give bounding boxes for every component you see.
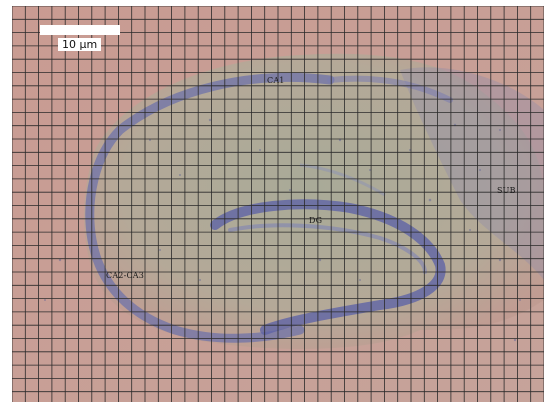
scale-bar-label: 10 µm xyxy=(58,38,102,51)
counting-grid xyxy=(12,6,544,402)
scale-bar: 10 µm xyxy=(40,25,120,53)
region-label-sub: SUB xyxy=(497,186,516,195)
scale-bar-line xyxy=(40,25,120,35)
region-label-ca1: CA1 xyxy=(267,76,285,85)
region-label-ca2-ca3: CA2-CA3 xyxy=(106,271,145,280)
region-label-dg: DG xyxy=(309,216,323,225)
